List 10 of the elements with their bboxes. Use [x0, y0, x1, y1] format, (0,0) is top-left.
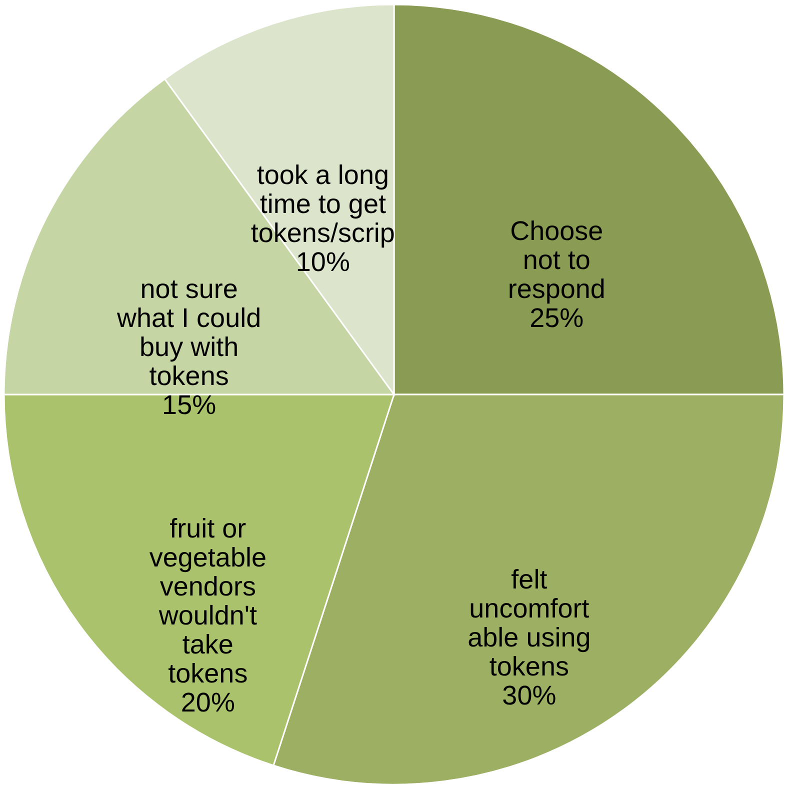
slice-label: felt uncomfort able using tokens	[468, 564, 591, 682]
slice-label: Choose not to respond	[508, 216, 606, 304]
data-label: 15%	[162, 390, 216, 420]
slice-label: took a long time to get tokens/scrip	[250, 160, 395, 248]
data-label: 20%	[180, 688, 235, 718]
slice-label: fruit or vegetable vendors wouldn't take tokens	[149, 514, 266, 689]
slice-label: not sure what I could buy with tokens	[116, 274, 262, 392]
data-label: 10%	[296, 246, 350, 277]
data-label: 30%	[502, 680, 556, 711]
data-label: 25%	[530, 302, 584, 333]
